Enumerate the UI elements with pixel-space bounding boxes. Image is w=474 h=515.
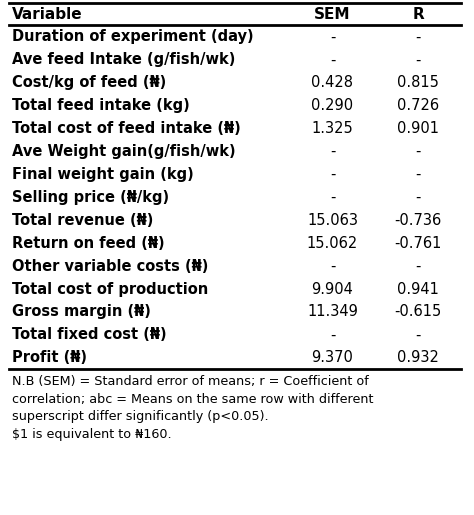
Text: 1.325: 1.325 xyxy=(311,121,353,136)
Text: Duration of experiment (day): Duration of experiment (day) xyxy=(12,29,254,44)
Text: 0.815: 0.815 xyxy=(397,75,439,90)
Text: -: - xyxy=(416,167,421,182)
Text: -: - xyxy=(416,29,421,44)
Text: Ave Weight gain(g/fish/wk): Ave Weight gain(g/fish/wk) xyxy=(12,144,236,159)
Text: -0.736: -0.736 xyxy=(395,213,442,228)
Text: 0.428: 0.428 xyxy=(311,75,354,90)
Text: -: - xyxy=(330,53,335,67)
Text: Gross margin (₦): Gross margin (₦) xyxy=(12,304,151,319)
Text: Final weight gain (kg): Final weight gain (kg) xyxy=(12,167,193,182)
Text: Other variable costs (₦): Other variable costs (₦) xyxy=(12,259,208,273)
Text: Cost/kg of feed (₦): Cost/kg of feed (₦) xyxy=(12,75,166,90)
Text: Variable: Variable xyxy=(12,7,82,22)
Text: -: - xyxy=(330,144,335,159)
Text: 9.370: 9.370 xyxy=(311,350,354,365)
Text: -: - xyxy=(416,259,421,273)
Text: R: R xyxy=(412,7,424,22)
Text: N.B (SEM) = Standard error of means; r = Coefficient of
correlation; abc = Means: N.B (SEM) = Standard error of means; r =… xyxy=(12,375,373,441)
Text: Total feed intake (kg): Total feed intake (kg) xyxy=(12,98,190,113)
Text: 0.290: 0.290 xyxy=(311,98,354,113)
Text: -: - xyxy=(330,190,335,205)
Text: Total fixed cost (₦): Total fixed cost (₦) xyxy=(12,328,166,342)
Text: -: - xyxy=(330,167,335,182)
Text: -: - xyxy=(416,328,421,342)
Text: 15.062: 15.062 xyxy=(307,236,358,251)
Text: Profit (₦): Profit (₦) xyxy=(12,350,87,365)
Text: -0.761: -0.761 xyxy=(395,236,442,251)
Text: -0.615: -0.615 xyxy=(395,304,442,319)
Text: Total cost of feed intake (₦): Total cost of feed intake (₦) xyxy=(12,121,240,136)
Text: -: - xyxy=(330,328,335,342)
Text: -: - xyxy=(416,53,421,67)
Text: -: - xyxy=(330,259,335,273)
Text: -: - xyxy=(330,29,335,44)
Text: 9.904: 9.904 xyxy=(311,282,354,297)
Text: -: - xyxy=(416,190,421,205)
Text: Selling price (₦/kg): Selling price (₦/kg) xyxy=(12,190,169,205)
Text: Ave feed Intake (g/fish/wk): Ave feed Intake (g/fish/wk) xyxy=(12,53,235,67)
Text: SEM: SEM xyxy=(314,7,351,22)
Text: 0.726: 0.726 xyxy=(397,98,439,113)
Text: 0.932: 0.932 xyxy=(397,350,439,365)
Text: Return on feed (₦): Return on feed (₦) xyxy=(12,236,164,251)
Text: -: - xyxy=(416,144,421,159)
Text: 11.349: 11.349 xyxy=(307,304,358,319)
Text: Total revenue (₦): Total revenue (₦) xyxy=(12,213,153,228)
Text: 15.063: 15.063 xyxy=(307,213,358,228)
Text: 0.901: 0.901 xyxy=(397,121,439,136)
Text: Total cost of production: Total cost of production xyxy=(12,282,208,297)
Text: 0.941: 0.941 xyxy=(397,282,439,297)
